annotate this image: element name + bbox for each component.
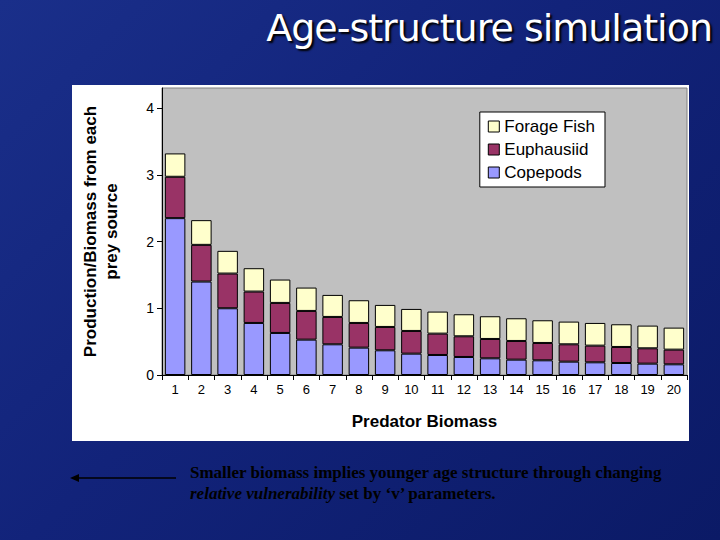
svg-text:2: 2 — [198, 382, 205, 397]
svg-text:5: 5 — [277, 382, 284, 397]
svg-text:17: 17 — [588, 382, 602, 397]
svg-text:10: 10 — [404, 382, 418, 397]
svg-text:6: 6 — [303, 382, 310, 397]
svg-text:0: 0 — [146, 367, 154, 383]
svg-text:18: 18 — [614, 382, 628, 397]
svg-text:1: 1 — [172, 382, 179, 397]
svg-text:3: 3 — [224, 382, 231, 397]
svg-text:19: 19 — [640, 382, 654, 397]
html-text:relative vulnerability set by: relative vulnerability set by ‘v’ parame… — [190, 484, 496, 503]
svg-text:15: 15 — [535, 382, 549, 397]
svg-text:7: 7 — [329, 382, 336, 397]
svg-text:Predator Biomass: Predator Biomass — [352, 412, 498, 431]
svg-text:20: 20 — [667, 382, 681, 397]
svg-text:4: 4 — [146, 100, 154, 116]
svg-text:13: 13 — [483, 382, 497, 397]
svg-text:2: 2 — [146, 234, 154, 250]
svg-text:prey source: prey source — [102, 183, 121, 279]
svg-text:3: 3 — [146, 167, 154, 183]
svg-text:8: 8 — [355, 382, 362, 397]
svg-text:Production/Biomass from each: Production/Biomass from each — [81, 106, 100, 357]
svg-text:9: 9 — [382, 382, 389, 397]
svg-text:1: 1 — [146, 300, 154, 316]
html-text:Smaller biomass implies younge: Smaller biomass implies younger age stru… — [190, 463, 662, 482]
svg-text:11: 11 — [431, 382, 445, 397]
svg-text:16: 16 — [562, 382, 576, 397]
svg-text:12: 12 — [457, 382, 471, 397]
svg-text:Forage Fish: Forage Fish — [504, 117, 595, 136]
html-text:Age-structure simulation: Age-structure simulation — [266, 6, 712, 50]
svg-text:14: 14 — [509, 382, 523, 397]
svg-text:4: 4 — [250, 382, 257, 397]
svg-text:Euphausiid: Euphausiid — [504, 140, 588, 159]
svg-text:Copepods: Copepods — [504, 163, 582, 182]
